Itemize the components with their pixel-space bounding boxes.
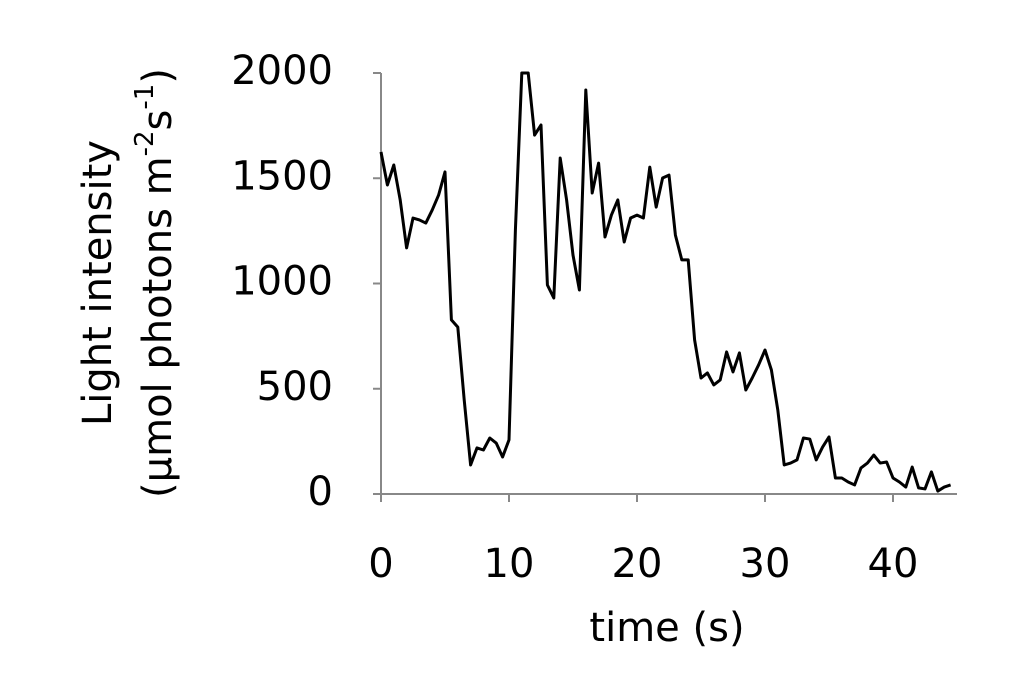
x-tick-label: 20 — [612, 541, 663, 587]
y-tick-label: 1000 — [231, 259, 333, 305]
data-line — [379, 71, 952, 493]
x-tick-label: 30 — [740, 541, 791, 587]
x-axis-title: time (s) — [589, 605, 744, 651]
y-tick-label: 0 — [308, 469, 333, 515]
superscript: -1 — [130, 84, 160, 110]
label-part: (µmol photons m — [135, 156, 181, 498]
superscript: -2 — [130, 130, 160, 156]
x-tick-label: 40 — [868, 541, 919, 587]
x-tick-label: 0 — [368, 541, 393, 587]
y-tick-label: 500 — [257, 364, 333, 410]
label-part: ) — [135, 68, 181, 84]
y-axis-title-line1: Light intensity — [75, 140, 121, 426]
y-tick-label: 2000 — [231, 48, 333, 94]
y-axis-title-line2: (µmol photons m-2s-1) — [130, 68, 182, 498]
y-axis-title: Light intensity — [75, 140, 121, 426]
y-tick-label: 1500 — [231, 153, 333, 199]
label-part: s — [135, 110, 181, 131]
y-axis-title-2: (µmol photons m-2s-1) — [130, 68, 182, 498]
x-tick-label: 10 — [484, 541, 535, 587]
